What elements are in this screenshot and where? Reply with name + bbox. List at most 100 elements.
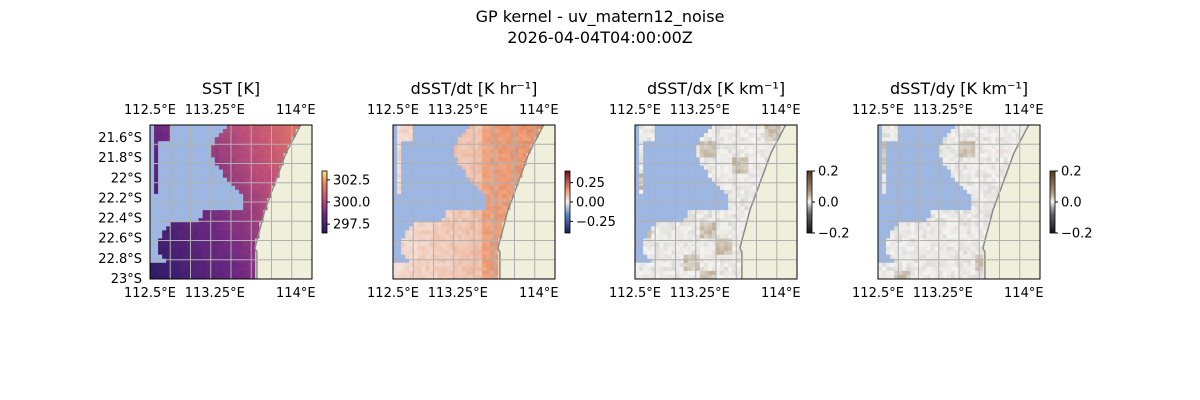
heatmap-cell: [760, 214, 765, 219]
heatmap-cell: [546, 189, 552, 195]
heatmap-cell: [679, 254, 684, 260]
heatmap-cell: [930, 125, 936, 130]
heatmap-cell: [703, 197, 709, 203]
heatmap-cell: [764, 173, 770, 179]
heatmap-cell: [425, 258, 430, 264]
heatmap-cell: [635, 254, 640, 260]
heatmap-cell: [979, 153, 984, 158]
heatmap-cell: [792, 246, 798, 252]
heatmap-cell: [1011, 129, 1017, 134]
heatmap-cell: [409, 129, 414, 134]
heatmap-cell: [478, 129, 483, 134]
heatmap-cell: [178, 129, 183, 134]
heatmap-cell: [409, 274, 414, 280]
heatmap-cell: [530, 266, 536, 272]
heatmap-cell: [478, 202, 483, 207]
heatmap-cell: [1023, 125, 1029, 130]
heatmap-cell: [255, 141, 260, 146]
heatmap-cell: [732, 185, 737, 191]
heatmap-cell: [271, 262, 276, 268]
heatmap-cell: [703, 202, 709, 207]
heatmap-cell: [174, 173, 179, 179]
heatmap-cell: [643, 230, 648, 235]
heatmap-cell: [546, 197, 552, 203]
heatmap-cell: [162, 254, 167, 260]
heatmap-cell: [498, 165, 503, 170]
heatmap-cell: [154, 157, 159, 162]
heatmap-cell: [522, 270, 528, 276]
heatmap-cell: [174, 218, 179, 223]
heatmap-cell: [425, 274, 430, 280]
heatmap-cell: [768, 141, 774, 146]
heatmap-cell: [287, 242, 293, 247]
heatmap-cell: [538, 206, 544, 211]
heatmap-cell: [166, 177, 171, 183]
heatmap-cell: [703, 218, 709, 223]
heatmap-cell: [239, 153, 244, 158]
heatmap-cell: [663, 197, 668, 203]
heatmap-cell: [299, 181, 305, 187]
heatmap-cell: [429, 274, 434, 280]
heatmap-cell: [465, 258, 471, 264]
heatmap-cell: [938, 133, 944, 138]
heatmap-cell: [150, 173, 155, 179]
heatmap-cell: [453, 206, 459, 211]
heatmap-cell: [409, 189, 414, 195]
heatmap-cell: [417, 206, 422, 211]
heatmap-cell: [283, 177, 289, 183]
heatmap-cell: [703, 234, 709, 239]
heatmap-cell: [510, 242, 515, 247]
heatmap-cell: [711, 222, 717, 227]
heatmap-cell: [433, 193, 438, 199]
heatmap-cell: [784, 137, 790, 142]
heatmap-cell: [417, 234, 422, 239]
heatmap-cell: [711, 173, 717, 179]
heatmap-cell: [421, 214, 426, 219]
heatmap-cell: [784, 181, 790, 187]
heatmap-cell: [401, 254, 406, 260]
heatmap-cell: [655, 185, 660, 191]
heatmap-cell: [643, 141, 648, 146]
heatmap-cell: [275, 157, 280, 162]
heatmap-cell: [490, 246, 495, 252]
heatmap-cell: [421, 270, 426, 276]
heatmap-cell: [716, 157, 721, 162]
heatmap-cell: [728, 165, 733, 170]
heatmap-cell: [788, 254, 794, 260]
heatmap-cell: [651, 230, 656, 235]
heatmap-cell: [498, 197, 503, 203]
heatmap-cell: [695, 214, 701, 219]
heatmap-cell: [703, 254, 709, 260]
heatmap-cell: [198, 141, 204, 146]
heatmap-cell: [445, 125, 451, 130]
heatmap-cell: [792, 133, 798, 138]
heatmap-cell: [886, 141, 891, 146]
heatmap-cell: [291, 258, 297, 264]
heatmap-cell: [465, 197, 471, 203]
heatmap-cell: [194, 189, 199, 195]
heatmap-cell: [942, 149, 948, 154]
heatmap-cell: [162, 129, 167, 134]
heatmap-cell: [999, 141, 1004, 146]
heatmap-cell: [671, 181, 676, 187]
heatmap-cell: [401, 230, 406, 235]
heatmap-cell: [728, 193, 733, 199]
heatmap-cell: [174, 197, 179, 203]
heatmap-cell: [671, 262, 676, 268]
heatmap-cell: [534, 133, 540, 138]
heatmap-cell: [716, 177, 721, 183]
heatmap-cell: [239, 246, 244, 252]
heatmap-cell: [792, 270, 798, 276]
heatmap-cell: [752, 214, 757, 219]
heatmap-cell: [453, 274, 459, 280]
heatmap-cell: [303, 270, 309, 276]
heatmap-cell: [283, 258, 289, 264]
heatmap-cell: [429, 149, 434, 154]
heatmap-cell: [166, 246, 171, 252]
heatmap-cell: [413, 197, 418, 203]
heatmap-cell: [393, 193, 398, 199]
heatmap-cell: [764, 133, 770, 138]
heatmap-cell: [667, 137, 672, 142]
heatmap-cell: [748, 153, 753, 158]
heatmap-cell: [902, 141, 907, 146]
